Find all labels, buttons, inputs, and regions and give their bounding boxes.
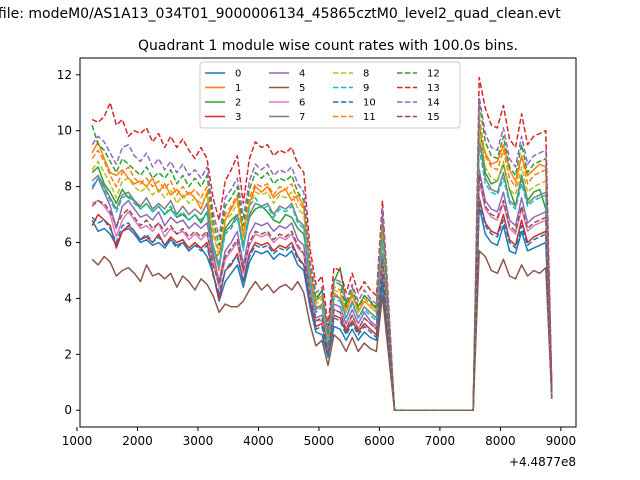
figure-suptitle-text: on file: modeM0/AS1A13_034T01_9000006134… — [0, 6, 561, 22]
x-offset-label: +4.4877e8 — [509, 455, 576, 469]
y-tick-label: 2 — [64, 347, 72, 361]
legend-label-9: 9 — [363, 83, 369, 94]
legend-label-5: 5 — [299, 83, 305, 94]
chart-title: Quadrant 1 module wise count rates with … — [138, 38, 518, 54]
series-line-8 — [91, 127, 553, 411]
legend-label-13: 13 — [427, 83, 440, 94]
legend-label-1: 1 — [235, 83, 241, 94]
legend-label-10: 10 — [363, 98, 376, 109]
x-tick-label: 8000 — [485, 434, 516, 448]
y-tick-label: 12 — [57, 68, 72, 82]
legend-label-7: 7 — [299, 112, 305, 123]
axes-layer: 1000 2000 3000 4000 5000 6000 7000 8000 9000 0 2 4 6… — [57, 68, 576, 448]
series-line-15 — [91, 174, 553, 411]
figure-suptitle: on file: modeM0/AS1A13_034T01_9000006134… — [0, 6, 640, 26]
legend-label-4: 4 — [299, 69, 305, 80]
y-tick-label: 4 — [64, 291, 72, 305]
x-tick-label: 7000 — [425, 434, 456, 448]
legend-label-11: 11 — [363, 112, 376, 123]
y-tick-label: 0 — [64, 403, 72, 417]
legend-label-15: 15 — [427, 112, 440, 123]
series-line-9 — [91, 146, 553, 411]
legend-label-14: 14 — [427, 98, 440, 109]
legend-label-2: 2 — [235, 98, 241, 109]
legend-label-3: 3 — [235, 112, 241, 123]
series-line-5 — [91, 250, 553, 411]
legend-label-0: 0 — [235, 69, 241, 80]
legend-box — [199, 61, 461, 129]
legend-label-12: 12 — [427, 69, 440, 80]
legend-label-6: 6 — [299, 98, 305, 109]
y-tick-label: 6 — [64, 236, 72, 250]
x-tick-label: 9000 — [546, 434, 577, 448]
y-tick-label: 8 — [64, 180, 72, 194]
x-tick-label: 4000 — [243, 434, 274, 448]
x-tick-label: 6000 — [364, 434, 395, 448]
y-tick-label: 10 — [57, 124, 72, 138]
legend-label-8: 8 — [363, 69, 369, 80]
x-tick-label: 3000 — [183, 434, 214, 448]
x-tick-label: 5000 — [304, 434, 335, 448]
x-tick-label: 1000 — [62, 434, 93, 448]
series-layer — [91, 76, 553, 411]
x-tick-label: 2000 — [122, 434, 153, 448]
